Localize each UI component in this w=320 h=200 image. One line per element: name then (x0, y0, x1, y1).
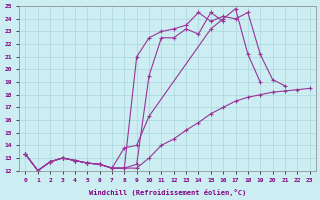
X-axis label: Windchill (Refroidissement éolien,°C): Windchill (Refroidissement éolien,°C) (89, 189, 246, 196)
